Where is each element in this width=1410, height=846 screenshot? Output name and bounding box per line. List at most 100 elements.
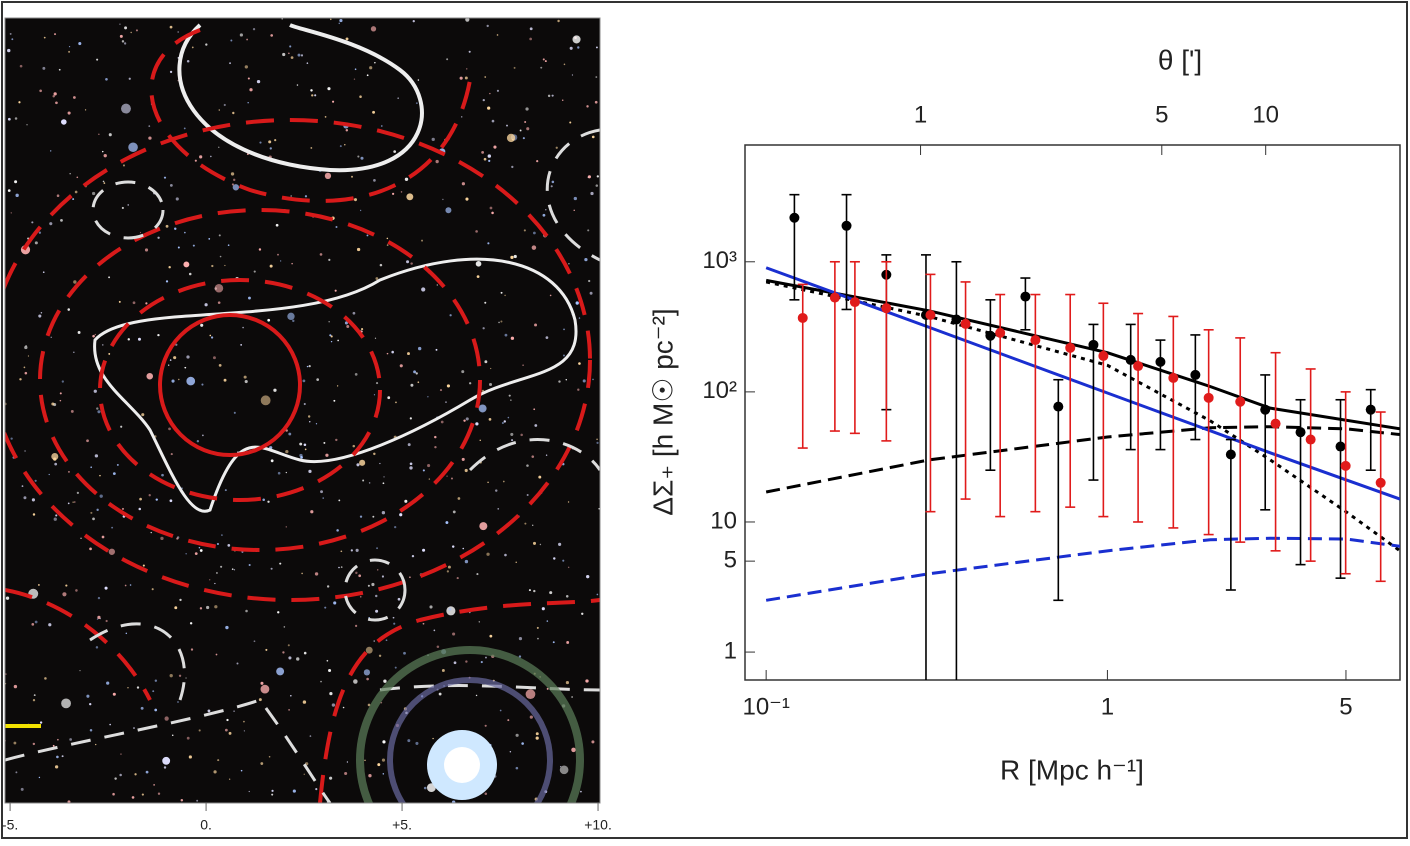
star — [233, 710, 235, 712]
star — [277, 611, 280, 614]
data-point — [1168, 372, 1179, 383]
data-point — [849, 297, 860, 308]
star — [591, 740, 595, 744]
star — [489, 206, 493, 210]
star — [205, 43, 208, 46]
star — [127, 204, 129, 206]
star — [217, 301, 221, 304]
star — [7, 48, 11, 53]
star — [386, 237, 389, 240]
star — [484, 360, 488, 364]
star — [587, 175, 591, 179]
star — [586, 575, 590, 579]
star — [379, 462, 381, 465]
star — [287, 312, 295, 321]
star — [5, 673, 7, 675]
star — [584, 257, 588, 262]
star — [315, 788, 318, 791]
star — [31, 221, 34, 224]
star — [565, 379, 567, 381]
star — [80, 537, 82, 539]
star — [546, 687, 549, 690]
data-point — [881, 303, 892, 314]
star — [157, 236, 160, 239]
star — [508, 394, 511, 397]
star — [422, 622, 425, 625]
star — [552, 641, 555, 644]
star — [359, 595, 362, 598]
star — [27, 355, 30, 357]
star — [329, 776, 333, 780]
star — [446, 58, 449, 61]
star — [479, 439, 481, 442]
star — [571, 747, 576, 753]
star — [518, 655, 522, 658]
data-point — [789, 212, 800, 223]
star — [291, 262, 293, 265]
star — [92, 334, 95, 338]
star — [537, 637, 539, 640]
star — [381, 575, 385, 578]
star — [526, 464, 529, 467]
star — [587, 229, 590, 232]
star — [105, 77, 108, 81]
star — [484, 724, 487, 727]
star — [164, 716, 169, 721]
star — [482, 327, 485, 330]
star — [148, 494, 151, 497]
star — [300, 456, 303, 459]
star — [520, 433, 523, 437]
star — [32, 699, 36, 702]
star — [359, 95, 362, 98]
star — [359, 209, 362, 212]
star — [441, 669, 445, 672]
star — [9, 32, 12, 35]
star — [52, 744, 55, 747]
star — [351, 175, 353, 178]
star — [320, 490, 323, 494]
star — [57, 738, 59, 741]
star — [243, 375, 247, 379]
star — [216, 542, 220, 546]
star — [191, 46, 194, 49]
star — [450, 477, 453, 480]
star — [122, 164, 125, 167]
star — [139, 231, 142, 234]
model-curve — [765, 266, 1400, 501]
star — [355, 571, 358, 575]
star — [510, 432, 514, 436]
star — [296, 84, 299, 86]
star — [10, 437, 13, 440]
star — [61, 755, 64, 758]
star — [358, 574, 362, 578]
star — [551, 94, 554, 97]
star — [475, 422, 479, 426]
star — [207, 709, 211, 713]
star — [486, 24, 489, 28]
data-point — [1235, 396, 1246, 407]
star — [595, 46, 598, 49]
star — [121, 40, 125, 43]
star — [488, 159, 491, 162]
star — [373, 179, 376, 182]
red-dashed-contour — [5, 118, 592, 602]
star — [370, 26, 377, 32]
star — [417, 79, 420, 81]
star — [150, 531, 152, 534]
star — [592, 378, 594, 381]
star — [43, 36, 46, 39]
data-point — [1125, 354, 1136, 365]
star — [171, 734, 174, 737]
star — [248, 296, 251, 300]
star — [155, 498, 158, 501]
star — [542, 58, 545, 61]
star — [352, 311, 356, 315]
star — [435, 348, 438, 351]
star — [218, 109, 220, 111]
star — [108, 352, 111, 355]
star — [121, 507, 125, 510]
star — [19, 378, 22, 381]
star — [475, 694, 478, 697]
star — [484, 792, 488, 796]
star — [69, 173, 71, 175]
